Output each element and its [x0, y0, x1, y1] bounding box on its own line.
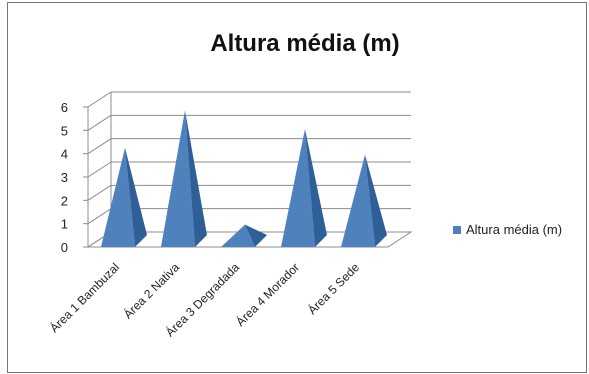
x-tick-label-1: Área 1 Bambuzal [46, 260, 122, 336]
gridline-slant-2 [87, 184, 112, 201]
gridline-slant-6 [87, 91, 112, 108]
chart-title: Altura média (m) [210, 30, 400, 57]
y-tick-label-0: 0 [61, 240, 68, 255]
y-tick-label-4: 4 [61, 147, 68, 162]
legend: Altura média (m) [453, 222, 562, 237]
bar-front-2 [161, 110, 195, 247]
y-tick-label-6: 6 [61, 100, 68, 115]
gridline-slant-4 [87, 138, 112, 155]
legend-swatch [453, 225, 461, 234]
bar-front-4 [281, 129, 315, 247]
y-tick-label-2: 2 [61, 193, 68, 208]
x-tick-label-2: Área 2 Nativa [120, 259, 182, 321]
bar-side-3 [245, 224, 267, 247]
gridline-slant-5 [87, 114, 112, 131]
bar-front-1 [101, 147, 135, 247]
bar-side-5 [365, 154, 387, 247]
bar-layer [101, 110, 387, 247]
bar-side-4 [305, 129, 327, 247]
x-tick-label-5: Área 5 Sede [304, 259, 362, 317]
bar-front-5 [341, 154, 375, 247]
gridline-slant-3 [87, 161, 112, 178]
y-tick-label-5: 5 [61, 123, 68, 138]
y-tick-label-3: 3 [61, 170, 68, 185]
bar-side-2 [185, 110, 207, 247]
bar-front-3 [221, 224, 255, 247]
legend-label: Altura média (m) [466, 222, 563, 237]
x-tick-label-4: Área 4 Morador [233, 260, 303, 330]
gridline-slant-1 [87, 208, 112, 225]
y-tick-label-1: 1 [61, 217, 68, 232]
bar-side-1 [125, 147, 147, 247]
